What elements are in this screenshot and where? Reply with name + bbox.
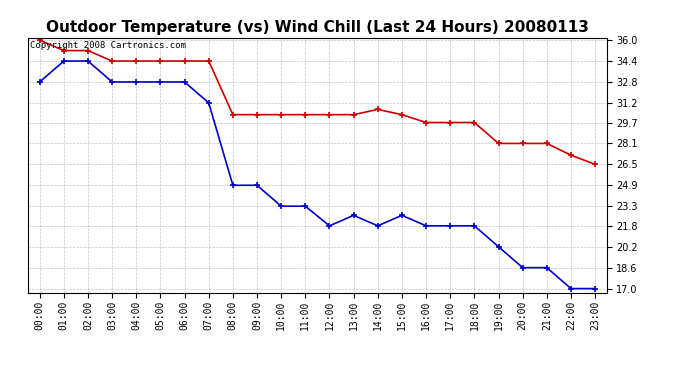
Text: Copyright 2008 Cartronics.com: Copyright 2008 Cartronics.com (30, 41, 186, 50)
Title: Outdoor Temperature (vs) Wind Chill (Last 24 Hours) 20080113: Outdoor Temperature (vs) Wind Chill (Las… (46, 20, 589, 35)
